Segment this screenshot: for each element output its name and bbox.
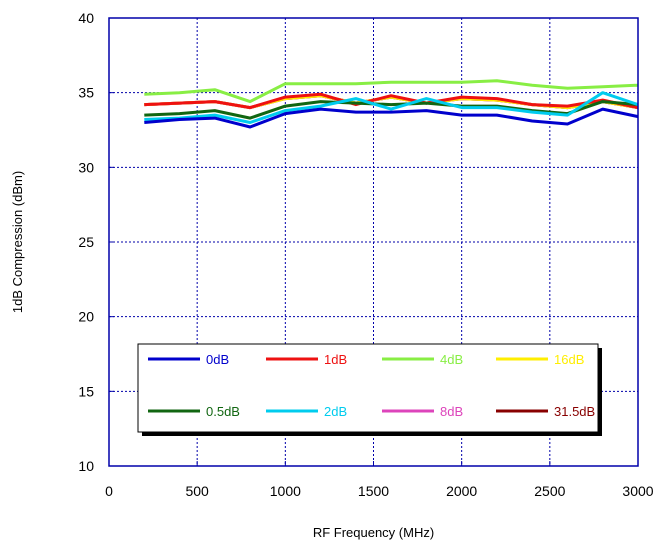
series-line-1dB xyxy=(144,92,639,110)
legend-label-4dB: 4dB xyxy=(440,352,463,367)
y-tick-label: 25 xyxy=(78,234,94,250)
legend: 0dB 1dB 4dB 16dB 0.5dB 2dB 8dB 31.5dB xyxy=(137,343,602,436)
y-axis-title: 1dB Compression (dBm) xyxy=(10,171,25,313)
y-tick-label: 20 xyxy=(78,309,94,325)
legend-label-0.5dB: 0.5dB xyxy=(206,404,240,419)
x-tick-label: 3000 xyxy=(622,483,653,499)
x-tick-label: 0 xyxy=(105,483,113,499)
x-tick-label: 1000 xyxy=(270,483,301,499)
x-axis-title: RF Frequency (MHz) xyxy=(313,525,434,540)
series-layer xyxy=(144,79,639,129)
y-tick-label: 15 xyxy=(78,383,94,399)
series-line-0dB xyxy=(144,107,639,129)
legend-label-2dB: 2dB xyxy=(324,404,347,419)
legend-label-16dB: 16dB xyxy=(554,352,584,367)
legend-label-31.5dB: 31.5dB xyxy=(554,404,595,419)
series-line-4dB xyxy=(144,79,639,104)
y-tick-label: 30 xyxy=(78,159,94,175)
y-tick-label: 35 xyxy=(78,85,94,101)
x-tick-label: 2500 xyxy=(534,483,565,499)
legend-label-8dB: 8dB xyxy=(440,404,463,419)
y-tick-label: 40 xyxy=(78,10,94,26)
x-tick-labels: 0 500 1000 1500 2000 2500 3000 xyxy=(105,461,654,499)
y-tick-labels: 10 15 20 25 30 35 40 xyxy=(78,10,114,474)
x-tick-label: 500 xyxy=(185,483,209,499)
x-tick-label: 2000 xyxy=(446,483,477,499)
series-line-2dB xyxy=(144,91,639,124)
legend-label-1dB: 1dB xyxy=(324,352,347,367)
y-tick-label: 10 xyxy=(78,458,94,474)
x-tick-label: 1500 xyxy=(358,483,389,499)
legend-label-0dB: 0dB xyxy=(206,352,229,367)
